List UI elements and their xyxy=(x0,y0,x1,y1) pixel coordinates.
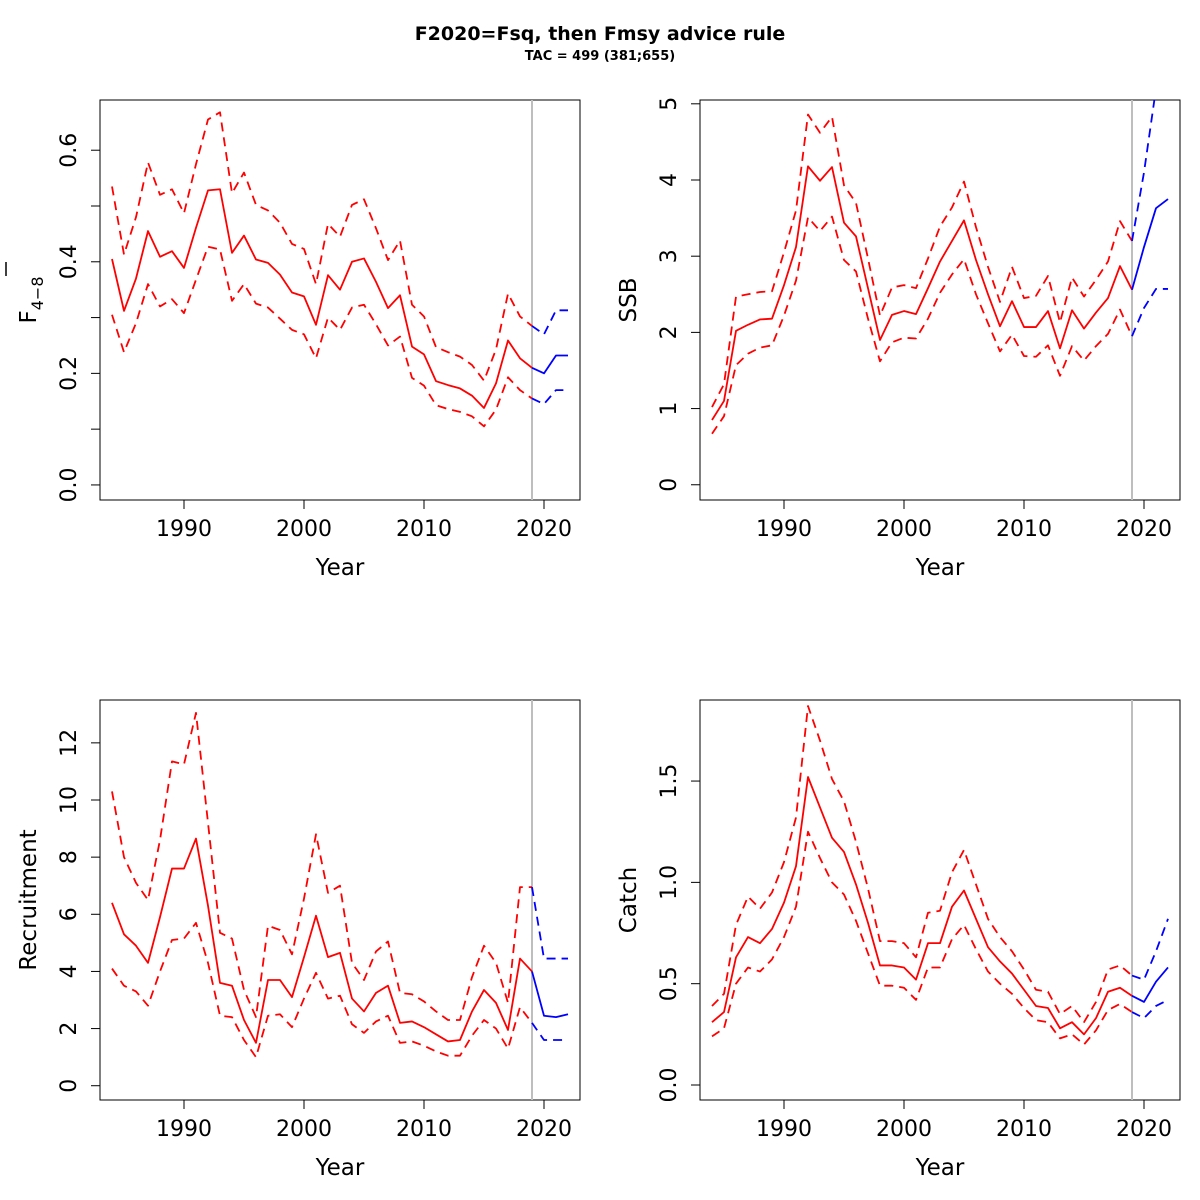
series-forecast-line xyxy=(1131,198,1169,290)
y-axis-title-main: F xyxy=(16,310,42,323)
x-tick-label: 1990 xyxy=(156,517,212,542)
series-upper-line xyxy=(111,711,532,1021)
series-forecast-lower-line xyxy=(1131,999,1169,1020)
y-tick-label: 0 xyxy=(657,478,682,492)
y-axis-title-sub: 4−8 xyxy=(28,277,47,311)
x-axis-title: Year xyxy=(315,555,365,581)
plot-frame xyxy=(699,99,1181,501)
series-forecast-upper-line xyxy=(1131,918,1169,981)
series-forecast-line xyxy=(531,354,568,375)
y-axis-title: Catch xyxy=(616,867,642,933)
y-tick-label: 1.5 xyxy=(657,764,682,799)
x-axis-title: Year xyxy=(915,555,965,581)
x-tick-label: 2000 xyxy=(876,517,932,542)
series-lower-line xyxy=(711,215,1133,435)
series-estimate-line xyxy=(111,188,533,409)
figure-subtitle: TAC = 499 (381;655) xyxy=(525,49,675,64)
x-tick-label: 2010 xyxy=(996,1117,1052,1142)
series-forecast-lower-line xyxy=(531,389,568,405)
y-tick-label: 0.0 xyxy=(657,1068,682,1103)
series-forecast-line xyxy=(531,971,569,1019)
series-upper-line xyxy=(111,111,533,382)
figure-title: F2020=Fsq, then Fmsy advice rule xyxy=(415,23,786,45)
y-tick-label: 3 xyxy=(657,249,682,263)
series-lower-line xyxy=(711,830,1133,1046)
x-tick-label: 1990 xyxy=(156,1117,212,1142)
y-tick-label: 2 xyxy=(657,325,682,339)
y-tick-label: 6 xyxy=(57,907,82,921)
x-tick-label: 2020 xyxy=(516,1117,572,1142)
y-tick-label: 4 xyxy=(57,964,82,978)
y-tick-label: 10 xyxy=(57,786,82,814)
y-tick-label: 12 xyxy=(57,729,82,757)
x-tick-label: 1990 xyxy=(756,1117,812,1142)
plot-frame xyxy=(699,699,1181,1101)
y-axis-title: Recruitment xyxy=(16,829,42,970)
series-upper-line xyxy=(711,113,1133,408)
series-forecast-upper-line xyxy=(1131,100,1156,242)
series-forecast-upper-line xyxy=(531,309,568,336)
y-axis-title: F4−8 xyxy=(16,277,47,324)
x-axis-title: Year xyxy=(315,1155,365,1181)
x-tick-label: 2000 xyxy=(276,1117,332,1142)
y-tick-label: 0.6 xyxy=(57,133,82,168)
y-axis-title: SSB xyxy=(616,278,642,323)
y-tick-label: 0.0 xyxy=(57,467,82,502)
y-tick-label: 1.0 xyxy=(657,865,682,900)
x-tick-label: 2010 xyxy=(396,1117,452,1142)
y-tick-label: 0.2 xyxy=(57,356,82,391)
series-forecast-lower-line xyxy=(1131,288,1168,337)
series-lower-line xyxy=(111,921,533,1059)
x-tick-label: 2020 xyxy=(1116,1117,1172,1142)
panel-recruitment: 1990 2000 2010 2020 0 2 4 6 8 10 12 Year Recruitment xyxy=(16,699,581,1181)
y-tick-label: 8 xyxy=(57,850,82,864)
x-tick-label: 2000 xyxy=(276,517,332,542)
x-tick-label: 2010 xyxy=(396,517,452,542)
x-axis-title: Year xyxy=(915,1155,965,1181)
series-estimate-line xyxy=(111,837,533,1044)
x-tick-label: 2020 xyxy=(516,517,572,542)
y-tick-label: 2 xyxy=(57,1022,82,1036)
x-tick-label: 2020 xyxy=(1116,517,1172,542)
y-tick-label: 4 xyxy=(657,173,682,187)
y-tick-label: 0.5 xyxy=(657,966,682,1001)
panel-ssb: 1990 2000 2010 2020 0 1 2 3 4 5 Year SSB xyxy=(616,97,1181,581)
panel-catch: 1990 2000 2010 2020 0.0 0.5 1.0 1.5 Year Catch xyxy=(616,699,1181,1181)
x-tick-label: 1990 xyxy=(756,517,812,542)
y-tick-label: 1 xyxy=(657,402,682,416)
series-upper-line xyxy=(711,705,1133,1024)
series-estimate-line xyxy=(711,776,1133,1036)
series-estimate-line xyxy=(711,165,1133,421)
plot-frame xyxy=(99,699,581,1101)
series-lower-line xyxy=(111,245,533,428)
y-tick-label: 0 xyxy=(57,1079,82,1093)
series-forecast-lower-line xyxy=(531,1022,568,1041)
x-tick-label: 2000 xyxy=(876,1117,932,1142)
x-tick-label: 2010 xyxy=(996,517,1052,542)
series-forecast-line xyxy=(1131,966,1169,1003)
y-tick-label: 0.4 xyxy=(57,244,82,279)
y-tick-label: 5 xyxy=(657,97,682,111)
series-forecast-upper-line xyxy=(531,886,568,960)
panel-fbar: 1990 2000 2010 2020 0.0 0.2 0.4 0.6 Year F4−8 xyxy=(5,99,581,581)
plot-frame xyxy=(99,99,581,501)
